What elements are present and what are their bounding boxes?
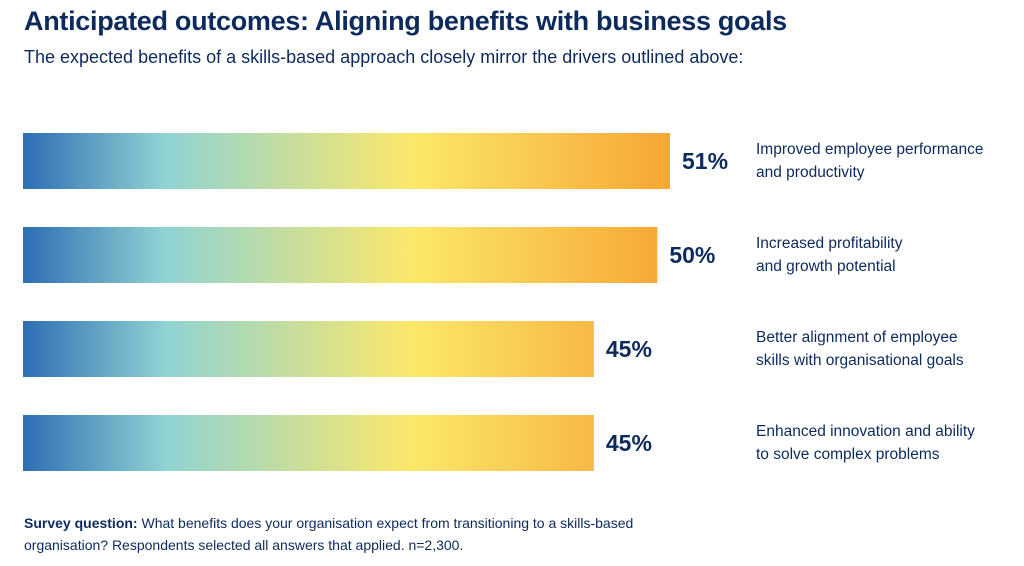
bar-4 (23, 415, 594, 471)
chart-title: Anticipated outcomes: Aligning benefits … (24, 6, 787, 36)
category-label-line: Enhanced innovation and ability (756, 423, 975, 440)
category-label-line: skills with organisational goals (756, 352, 964, 369)
category-label-4: Enhanced innovation and ability to solve … (756, 423, 975, 463)
category-label-2: Increased profitability and growth potent… (756, 235, 903, 275)
bar-2 (23, 227, 658, 283)
survey-footnote: Survey question: What benefits does your… (24, 512, 664, 556)
category-label-1: Improved employee performance and product… (756, 141, 983, 181)
bar-3 (23, 321, 594, 377)
category-label-line: to solve complex problems (756, 446, 940, 463)
category-label-line: and growth potential (756, 258, 896, 275)
footnote-text: What benefits does your organisation exp… (24, 515, 634, 553)
category-label-line: Better alignment of employee (756, 329, 958, 346)
value-label-2: 50% (669, 242, 715, 268)
bars-group: 51% Improved employee performance and prod… (23, 133, 983, 471)
bar-1 (23, 133, 670, 189)
value-label-3: 45% (606, 336, 652, 362)
footnote-label: Survey question: (24, 515, 138, 531)
category-label-line: and productivity (756, 164, 865, 181)
value-label-1: 51% (682, 148, 728, 174)
category-label-line: Improved employee performance (756, 141, 983, 158)
value-label-4: 45% (606, 430, 652, 456)
chart-subtitle: The expected benefits of a skills-based … (24, 47, 744, 67)
category-label-3: Better alignment of employee skills with … (756, 329, 964, 369)
category-label-line: Increased profitability (756, 235, 903, 252)
